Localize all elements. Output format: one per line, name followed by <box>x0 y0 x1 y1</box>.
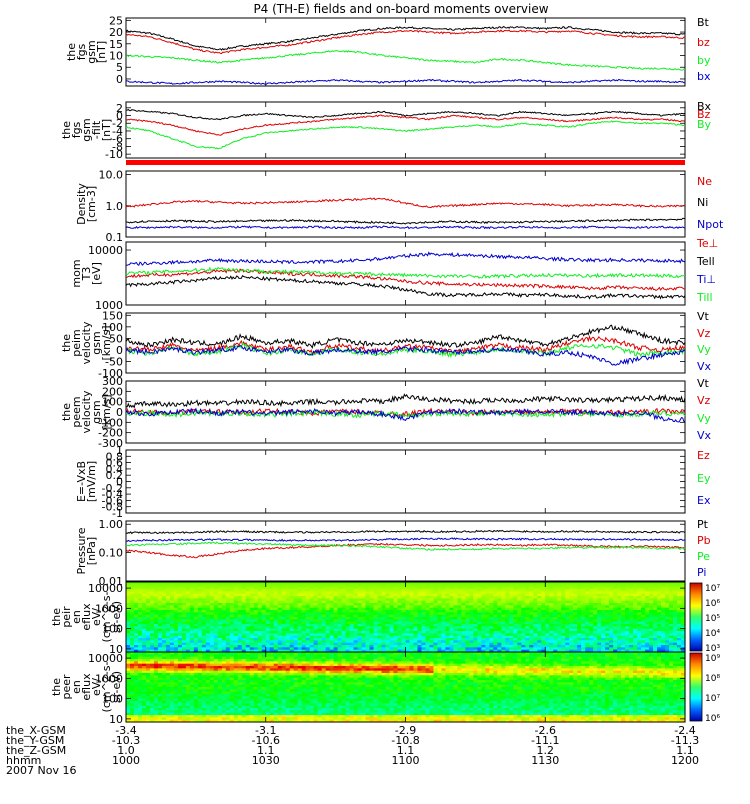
panel-p5: 150100500-50-100thepeimvelocitygsm[km/s]… <box>60 309 712 380</box>
colorbar-tick-label: 10⁷ <box>705 694 720 704</box>
colorbar-tick-label: 10⁸ <box>705 674 720 684</box>
x-tick-label: 1100 <box>392 754 420 767</box>
legend-entry: Ti⊥ <box>696 273 716 286</box>
legend-entry: Vt <box>697 377 710 390</box>
series-line-green <box>126 51 685 71</box>
legend-entry: Vy <box>697 343 711 356</box>
colorbar-p10 <box>690 653 702 721</box>
series-line-red <box>126 115 685 135</box>
legend-entry: Ne <box>697 175 712 188</box>
colorbar-tick-label: 10⁷ <box>705 584 720 594</box>
legend-entry: Te⊥ <box>696 237 718 250</box>
panel-frame <box>126 102 685 158</box>
y-axis-label: thepeirenefluxeV/(cm^2-s-sr-eV) <box>50 592 123 643</box>
legend-entry: Vy <box>697 412 711 425</box>
legend-entry: bz <box>697 36 710 49</box>
legend-entry: Vz <box>697 327 711 340</box>
colorbar-tick-label: 10⁶ <box>705 599 720 609</box>
colorbar-tick-label: 10⁵ <box>705 614 720 624</box>
legend-entry: Till <box>696 291 713 304</box>
orange-status-bar <box>126 160 685 165</box>
y-axis-label: thefgsgsm[nT] <box>65 40 108 63</box>
y-axis-label: thepeerenefluxeV/(cm^2-s-sr-eV) <box>50 662 123 713</box>
series-line-black <box>126 218 685 224</box>
y-axis-label: E=-VxB[mV/m] <box>75 461 98 502</box>
legend-entry: By <box>697 118 712 131</box>
spectrogram-p10 <box>126 652 686 723</box>
colorbar-tick-label: 10⁴ <box>705 629 720 639</box>
series-line-blue <box>126 226 685 228</box>
panel-p3: 10.0 1.0 0.1 Density[cm-3] Ne Ni Npot <box>75 169 724 244</box>
colorbar-tick-label: 10⁹ <box>705 654 720 664</box>
panel-p7: 10.80.60.40.20-0.2-0.4-0.6-0.8-1E=-VxB[m… <box>75 444 711 520</box>
legend-entry: Vz <box>697 394 711 407</box>
panel-frame <box>126 450 685 513</box>
y-tick-label: 0.10 <box>99 547 124 560</box>
series-line-red <box>126 543 685 557</box>
x-tick-label: 1030 <box>252 754 280 767</box>
panel-p6: 3002001000-100-200-300thepeemvelocitygsm… <box>60 375 712 450</box>
legend-entry: Vx <box>697 360 712 373</box>
colorbar-tick-label: 10⁶ <box>705 714 720 724</box>
legend-entry: Ex <box>697 494 711 507</box>
legend-entry: Ez <box>697 449 710 462</box>
plot-title: P4 (TH-E) fields and on-board moments ov… <box>253 2 548 16</box>
legend-entry: Bt <box>697 16 710 29</box>
y-axis-label: momT3[eV] <box>70 259 103 287</box>
y-axis-label: Density[cm-3] <box>75 183 98 225</box>
panel-frame <box>126 313 685 373</box>
legend-entry: Pi <box>697 566 706 579</box>
series-line-black <box>126 394 685 407</box>
y-axis-label: Pressure[nPa] <box>75 527 98 574</box>
colorbar-tick-label: 10³ <box>705 644 720 654</box>
legend-entry: Ey <box>697 472 711 485</box>
legend-entry: Tell <box>696 255 715 268</box>
series-line-blue <box>126 346 685 366</box>
series-line-black <box>126 27 685 50</box>
x-tick-label: 1130 <box>531 754 559 767</box>
series-line-blue <box>126 538 685 542</box>
series-line-black <box>126 531 685 534</box>
legend-entry: Vx <box>697 429 712 442</box>
y-tick-label: 0 <box>116 73 123 86</box>
legend-entry: Pt <box>697 518 709 531</box>
x-tick-label: 1200 <box>671 754 699 767</box>
legend-entry: Pb <box>697 534 711 547</box>
panel-p9: 10⁷10⁶10⁵10⁴10³10000100010010thepeirenef… <box>50 582 720 656</box>
legend-entry: bx <box>697 70 711 83</box>
x-axis-row-label: 2007 Nov 16 <box>6 764 76 777</box>
series-line-red <box>126 30 685 53</box>
series-line-black <box>126 276 685 299</box>
series-line-blue <box>126 252 685 265</box>
y-tick-label: 1.00 <box>99 518 124 531</box>
legend-entry: by <box>697 54 711 67</box>
y-tick-label: 10.0 <box>99 169 124 182</box>
series-line-green <box>126 542 685 550</box>
panel-p10: 10⁹10⁸10⁷10⁶10000100010010thepeereneflux… <box>50 652 720 726</box>
legend-entry: Npot <box>697 218 724 231</box>
legend-entry: Ni <box>697 196 708 209</box>
series-line-red <box>126 198 685 208</box>
series-line-green <box>126 121 685 149</box>
legend-entry: Pe <box>697 550 710 563</box>
y-tick-label: 0.1 <box>106 231 124 244</box>
x-tick-label: 1000 <box>112 754 140 767</box>
y-tick-label: 1.0 <box>106 200 124 213</box>
y-tick-label: 10000 <box>88 244 123 257</box>
y-axis-label: thepeimvelocitygsm[km/s] <box>60 321 113 364</box>
panel-frame <box>126 521 685 581</box>
colorbar-p9 <box>690 583 702 651</box>
series-line-red <box>126 269 685 290</box>
legend-entry: Vt <box>697 310 710 323</box>
y-tick-label: -10 <box>105 148 123 161</box>
spectrogram-p9 <box>126 582 686 653</box>
y-axis-label: thefgsgsm-filt[nT] <box>60 118 113 141</box>
y-axis-label: thepeemvelocitygsm[km/s] <box>60 390 113 433</box>
